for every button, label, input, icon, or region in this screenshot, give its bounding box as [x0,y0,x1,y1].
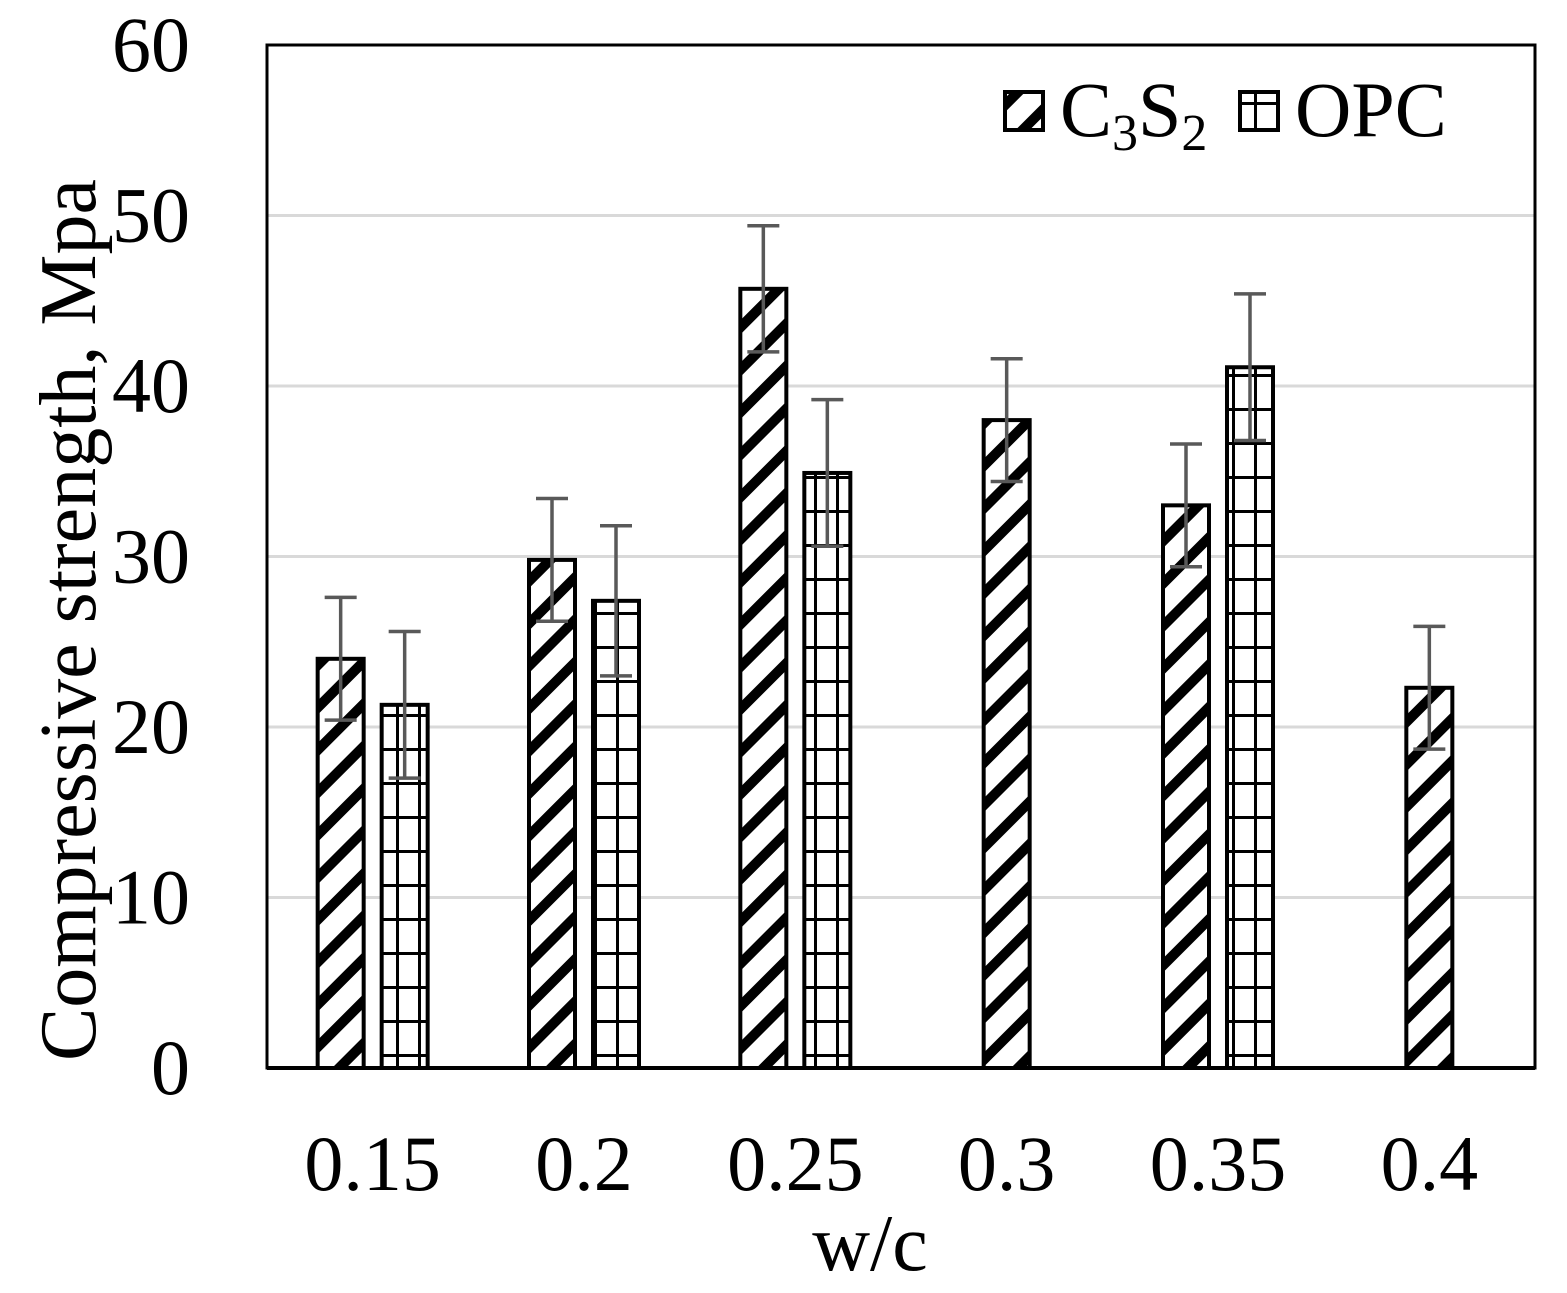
legend-swatch-opc [1240,92,1278,130]
y-axis-title: Compressive strength, Mpa [25,179,113,1061]
bars [318,289,1453,1068]
y-tick-label-0: 0 [151,1024,190,1111]
x-tick-label-0.3: 0.3 [958,1120,1056,1207]
legend: C3S2 OPC [1005,66,1447,162]
gridlines [267,216,1535,898]
x-tick-label-0.35: 0.35 [1150,1120,1287,1207]
bar-opc-0.35 [1227,367,1273,1068]
x-tick-label-0.15: 0.15 [304,1120,441,1207]
y-tick-label-10: 10 [112,854,190,941]
y-tick-label-20: 20 [112,683,190,770]
legend-swatch-c3s2 [1005,92,1043,130]
x-tick-label-0.4: 0.4 [1381,1120,1479,1207]
y-tick-label-60: 60 [112,1,190,88]
bar-c3s2-0.3 [984,420,1030,1068]
x-axis-tick-labels: 0.15 0.2 0.25 0.3 0.35 0.4 [304,1120,1478,1207]
error-bars [267,226,1535,1068]
bar-opc-0.25 [804,473,850,1068]
bar-c3s2-0.2 [529,560,575,1068]
y-axis-tick-labels: 0 10 20 30 40 50 60 [112,1,190,1111]
y-tick-label-40: 40 [112,342,190,429]
legend-label-opc: OPC [1295,66,1447,153]
x-tick-label-0.25: 0.25 [727,1120,864,1207]
x-tick-label-0.2: 0.2 [535,1120,633,1207]
y-tick-label-50: 50 [112,172,190,259]
y-tick-label-30: 30 [112,513,190,600]
legend-label-c3s2: C3S2 [1060,66,1207,162]
x-axis-title: w/c [812,1200,928,1288]
compressive-strength-chart: 0102030405060 0.15 0.2 0.25 0.3 0.35 0.4 w/c … [0,0,1567,1293]
bar-c3s2-0.35 [1163,505,1209,1068]
bar-c3s2-0.25 [740,289,786,1068]
